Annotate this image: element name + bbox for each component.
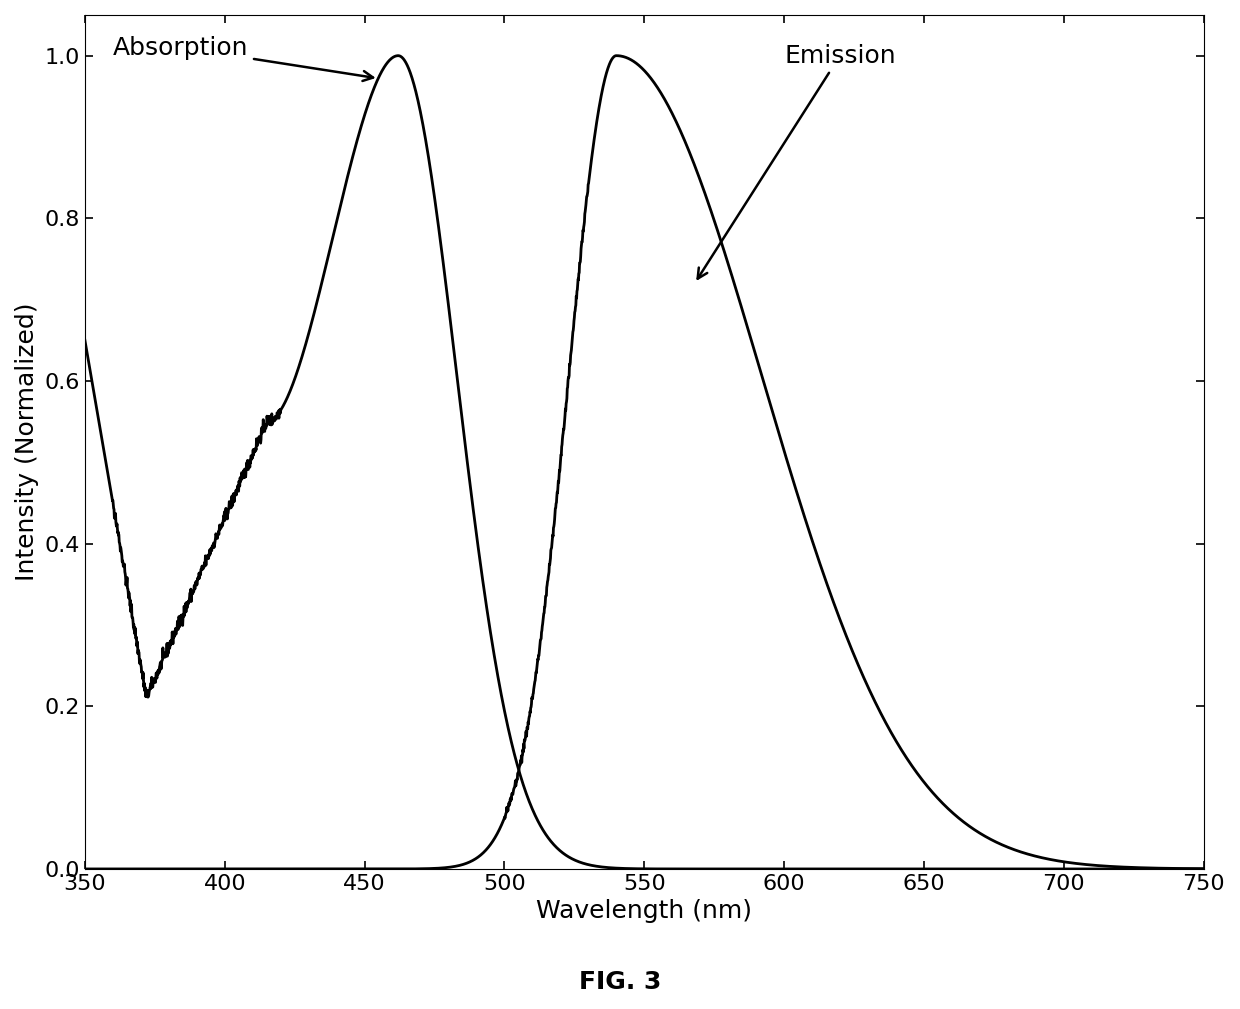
Text: FIG. 3: FIG. 3 <box>579 970 661 994</box>
Text: Emission: Emission <box>698 43 895 278</box>
Y-axis label: Intensity (Normalized): Intensity (Normalized) <box>15 303 38 581</box>
Text: Absorption: Absorption <box>113 35 373 81</box>
X-axis label: Wavelength (nm): Wavelength (nm) <box>537 899 753 923</box>
